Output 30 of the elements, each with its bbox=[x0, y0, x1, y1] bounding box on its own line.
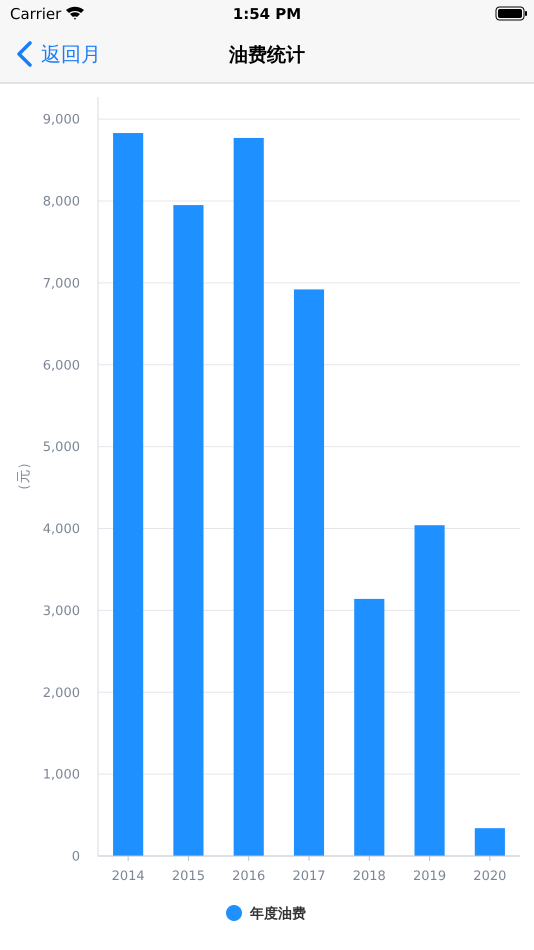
y-tick-label: 4,000 bbox=[42, 522, 80, 538]
y-axis-title: （元） bbox=[16, 456, 32, 498]
y-tick-label: 2,000 bbox=[42, 686, 80, 701]
bar bbox=[113, 133, 144, 856]
x-tick-label: 2019 bbox=[413, 869, 446, 884]
y-tick-label: 8,000 bbox=[42, 194, 80, 210]
y-tick-label: 3,000 bbox=[42, 604, 80, 619]
x-tick-label: 2020 bbox=[473, 869, 506, 884]
bar bbox=[354, 598, 384, 856]
bar bbox=[294, 289, 324, 856]
bar bbox=[414, 525, 445, 856]
legend-label: 年度油费 bbox=[249, 904, 306, 922]
text: 返回月 bbox=[41, 42, 101, 66]
text: 1:54 PM bbox=[232, 5, 302, 23]
bar bbox=[474, 828, 505, 856]
y-tick-label: 7,000 bbox=[42, 276, 80, 292]
x-tick-label: 2015 bbox=[172, 869, 205, 884]
y-tick-label: 0 bbox=[72, 850, 80, 865]
y-tick-label: 1,000 bbox=[42, 768, 80, 783]
x-tick-label: 2014 bbox=[112, 869, 145, 884]
chart-title: 油费统计 bbox=[228, 44, 305, 66]
x-tick-label: 2016 bbox=[232, 869, 266, 884]
x-tick-label: 2017 bbox=[292, 869, 326, 884]
bar bbox=[234, 138, 264, 856]
y-tick-label: 6,000 bbox=[42, 358, 80, 374]
text: Carrier bbox=[10, 5, 62, 23]
y-tick-label: 9,000 bbox=[42, 112, 80, 128]
bar bbox=[173, 205, 204, 856]
y-tick-label: 5,000 bbox=[42, 440, 80, 456]
x-tick-label: 2018 bbox=[352, 869, 386, 884]
